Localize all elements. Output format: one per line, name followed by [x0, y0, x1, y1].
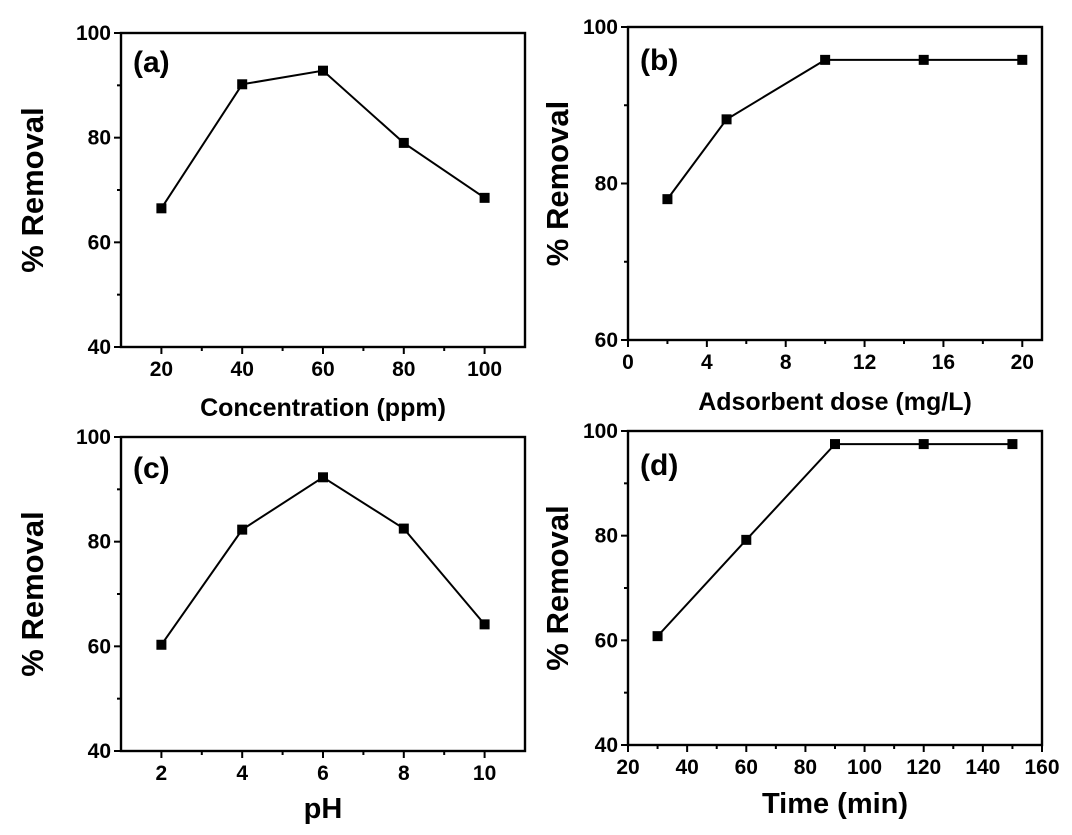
x-tick-label-b: 16 — [932, 351, 955, 374]
y-axis-title-d: % Removal — [540, 505, 575, 670]
y-tick-label-b: 60 — [595, 329, 618, 352]
x-tick-label-b: 4 — [701, 351, 713, 374]
x-axis-title-d: Time (min) — [762, 788, 908, 820]
data-point-b — [820, 54, 831, 65]
data-point-c — [398, 523, 409, 534]
plot-frame-a — [119, 31, 527, 349]
x-tick-label-b: 20 — [1011, 351, 1034, 374]
panel-tag-b: (b) — [640, 44, 678, 77]
y-axis-title-a: % Removal — [15, 107, 50, 272]
x-tick-label-d: 20 — [616, 756, 639, 779]
x-tick-label-d: 120 — [906, 756, 941, 779]
x-tick-label-b: 8 — [780, 351, 792, 374]
data-point-a — [479, 192, 490, 203]
x-tick-label-a: 100 — [467, 358, 502, 381]
x-tick-label-b: 12 — [853, 351, 876, 374]
x-tick-label-a: 20 — [150, 358, 173, 381]
x-tick-label-c: 4 — [236, 762, 248, 785]
y-tick-label-c: 80 — [88, 531, 111, 554]
data-point-a — [237, 79, 248, 90]
x-tick-label-d: 80 — [794, 756, 817, 779]
y-tick-label-a: 80 — [88, 127, 111, 150]
data-point-b — [662, 194, 673, 205]
data-point-b — [918, 54, 929, 65]
x-tick-label-a: 40 — [231, 358, 254, 381]
plot-frame-b — [626, 25, 1044, 342]
series-line-a — [160, 69, 486, 209]
plot-frame-d — [626, 429, 1044, 747]
y-tick-label-c: 60 — [88, 635, 111, 658]
x-tick-label-d: 40 — [675, 756, 698, 779]
y-axis-title-b: % Removal — [540, 101, 575, 266]
data-point-c — [237, 524, 248, 535]
panel-tag-c: (c) — [133, 452, 170, 485]
data-point-d — [1007, 439, 1018, 450]
panel-c: 2 4 6 8 10 40 60 80 100 pH % Removal (c) — [15, 426, 527, 825]
data-point-b — [1017, 54, 1028, 65]
series-line-c — [160, 476, 486, 646]
x-axis-title-b: Adsorbent dose (mg/L) — [698, 388, 972, 416]
x-tick-label-a: 80 — [392, 358, 415, 381]
y-tick-label-d: 40 — [595, 734, 618, 757]
data-point-d — [830, 439, 840, 450]
y-tick-label-b: 100 — [583, 16, 618, 39]
x-tick-label-c: 8 — [398, 762, 410, 785]
series-line-d — [656, 443, 1013, 637]
x-axis-title-c: pH — [304, 793, 343, 825]
series-line-b — [666, 58, 1023, 200]
y-tick-label-c: 40 — [88, 740, 111, 763]
x-tick-label-c: 2 — [156, 762, 168, 785]
y-tick-label-b: 80 — [595, 173, 618, 196]
y-axis-title-c: % Removal — [15, 511, 50, 676]
x-tick-label-c: 10 — [473, 762, 496, 785]
x-tick-label-b: 0 — [622, 351, 634, 374]
plot-frame-c — [119, 435, 527, 753]
y-tick-label-a: 60 — [88, 231, 111, 254]
data-point-a — [318, 65, 328, 76]
x-tick-label-d: 160 — [1024, 756, 1059, 779]
data-point-c — [479, 619, 490, 630]
y-tick-label-d: 80 — [595, 525, 618, 548]
x-axis-title-a: Concentration (ppm) — [200, 394, 446, 422]
data-point-a — [398, 137, 409, 148]
data-point-c — [318, 472, 328, 483]
data-point-d — [652, 631, 663, 642]
data-point-d — [918, 439, 929, 450]
y-tick-label-a: 40 — [88, 336, 111, 359]
y-tick-label-d: 60 — [595, 629, 618, 652]
x-tick-label-d: 100 — [847, 756, 882, 779]
panel-a: 20 40 60 80 100 40 60 80 100 Concentration (ppm)%… — [15, 22, 527, 422]
x-tick-label-a: 60 — [311, 358, 334, 381]
x-tick-label-d: 60 — [735, 756, 758, 779]
panel-tag-a: (a) — [133, 46, 170, 79]
panel-b: 0 4 8 12 16 20 60 80 100 Adsorbent dose (mg/L) % R… — [540, 16, 1044, 416]
y-tick-label-c: 100 — [76, 426, 111, 449]
x-tick-label-c: 6 — [317, 762, 329, 785]
data-point-d — [741, 534, 752, 545]
data-point-c — [156, 639, 167, 650]
data-point-a — [156, 203, 167, 214]
panel-tag-d: (d) — [640, 449, 678, 482]
x-tick-label-d: 140 — [965, 756, 1000, 779]
data-point-b — [721, 114, 732, 125]
y-tick-label-a: 100 — [76, 22, 111, 45]
y-tick-label-d: 100 — [583, 420, 618, 443]
